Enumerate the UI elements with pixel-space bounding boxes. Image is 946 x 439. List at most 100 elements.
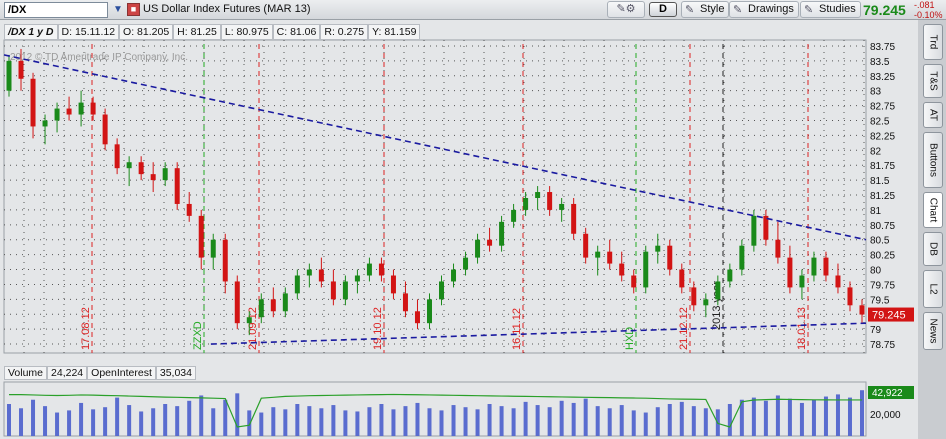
candle-body[interactable] — [378, 263, 384, 276]
volume-bar — [31, 399, 36, 436]
drawing-tools-button[interactable]: ✎⚙ — [607, 1, 645, 18]
candle-body[interactable] — [234, 281, 240, 324]
candle-body[interactable] — [691, 287, 697, 306]
aggregation-button[interactable]: D — [649, 2, 677, 17]
candle-body[interactable] — [198, 215, 204, 258]
candle-body[interactable] — [66, 108, 72, 115]
price-chart[interactable]: 83.75 83.5 83.25 83 82.75 82.5 82.25 82 81.75 81.… — [0, 20, 918, 439]
candle-body[interactable] — [6, 60, 12, 91]
candle-body[interactable] — [559, 203, 565, 210]
candle-body[interactable] — [42, 120, 48, 127]
y-tick-label: 82 — [870, 146, 882, 157]
candle-body[interactable] — [643, 251, 649, 288]
candle-body[interactable] — [823, 257, 829, 276]
candle-body[interactable] — [138, 162, 144, 175]
candle-body[interactable] — [607, 251, 613, 264]
candle-body[interactable] — [354, 275, 360, 282]
candle-body[interactable] — [366, 263, 372, 276]
symbol-dropdown-icon[interactable]: ▼ — [113, 4, 123, 15]
candle-body[interactable] — [739, 245, 745, 270]
candle-body[interactable] — [763, 215, 769, 240]
tab-db[interactable]: DB — [923, 232, 943, 266]
candle-body[interactable] — [799, 275, 805, 288]
candle-body[interactable] — [126, 162, 132, 169]
candle-body[interactable] — [90, 102, 96, 115]
oi-label[interactable]: OpenInterest — [87, 366, 156, 380]
candle-body[interactable] — [583, 233, 589, 258]
volume-label[interactable]: Volume — [4, 366, 48, 380]
candle-body[interactable] — [282, 293, 288, 312]
candle-body[interactable] — [270, 299, 276, 312]
tab-trd[interactable]: Trd — [923, 24, 943, 60]
candle-body[interactable] — [547, 192, 553, 210]
candle-body[interactable] — [451, 269, 457, 282]
candle-body[interactable] — [439, 281, 445, 300]
candle-body[interactable] — [835, 275, 841, 288]
candle-body[interactable] — [342, 281, 348, 300]
candle-body[interactable] — [414, 311, 420, 324]
candle-body[interactable] — [318, 269, 324, 282]
candle-body[interactable] — [150, 174, 156, 181]
style-button[interactable]: ✎ Style — [681, 1, 730, 18]
candle-body[interactable] — [258, 299, 264, 318]
symbol-input[interactable]: /DX — [4, 2, 108, 18]
candle-body[interactable] — [787, 257, 793, 288]
studies-button[interactable]: ✎ Studies — [800, 1, 861, 18]
candle-body[interactable] — [390, 275, 396, 294]
info-range: R: 0.275 — [320, 24, 369, 40]
candle-body[interactable] — [162, 168, 168, 181]
candle-body[interactable] — [114, 144, 120, 169]
tab-l2[interactable]: L2 — [923, 270, 943, 308]
candle-body[interactable] — [174, 168, 180, 204]
candle-body[interactable] — [595, 251, 601, 258]
candle-body[interactable] — [571, 203, 577, 234]
candle-body[interactable] — [487, 239, 493, 246]
candle-body[interactable] — [511, 209, 517, 222]
candle-body[interactable] — [655, 245, 661, 252]
candle-body[interactable] — [210, 239, 216, 258]
candle-body[interactable] — [330, 281, 336, 300]
candle-body[interactable] — [703, 299, 709, 306]
candle-body[interactable] — [667, 245, 673, 270]
trendline-upper[interactable] — [3, 54, 867, 241]
tab-news[interactable]: News — [923, 312, 943, 350]
candle-body[interactable] — [78, 102, 84, 115]
chart-period[interactable]: /DX 1 y D — [4, 24, 58, 40]
candle-body[interactable] — [619, 263, 625, 276]
candle-body[interactable] — [751, 215, 757, 246]
candle-body[interactable] — [54, 108, 60, 121]
candle-body[interactable] — [715, 281, 721, 300]
candle-body[interactable] — [18, 60, 24, 79]
candle-body[interactable] — [426, 299, 432, 324]
candle-body[interactable] — [499, 221, 505, 246]
candle-body[interactable] — [186, 203, 192, 216]
candle-body[interactable] — [847, 287, 853, 306]
candle-body[interactable] — [727, 269, 733, 282]
candle-body[interactable] — [30, 78, 36, 127]
candle-body[interactable] — [306, 269, 312, 276]
candle-body[interactable] — [859, 305, 865, 315]
candle-body[interactable] — [463, 257, 469, 270]
candle-body[interactable] — [402, 293, 408, 312]
tab-buttons[interactable]: Buttons — [923, 132, 943, 188]
candle-body[interactable] — [294, 275, 300, 294]
candle-body[interactable] — [102, 114, 108, 145]
candle-body[interactable] — [523, 197, 529, 210]
candle-body[interactable] — [222, 239, 228, 282]
tab-chart[interactable]: Chart — [923, 192, 943, 228]
volume-bar — [799, 402, 804, 436]
candle-body[interactable] — [535, 192, 541, 198]
symbol-flag-icon[interactable]: ■ — [127, 3, 140, 16]
candle-body[interactable] — [775, 239, 781, 258]
candle-body[interactable] — [679, 269, 685, 288]
candle-body[interactable] — [631, 275, 637, 288]
volume-bar — [187, 400, 192, 436]
time-marker-label: 18.01.13 — [796, 307, 808, 350]
candle-body[interactable] — [475, 239, 481, 258]
drawings-button[interactable]: ✎ Drawings — [729, 1, 799, 18]
tab-at[interactable]: AT — [923, 102, 943, 128]
candle-body[interactable] — [811, 257, 817, 276]
studies-icon: ✎ — [804, 4, 814, 16]
candle-body[interactable] — [246, 317, 252, 324]
tab-ts[interactable]: T&S — [923, 64, 943, 98]
